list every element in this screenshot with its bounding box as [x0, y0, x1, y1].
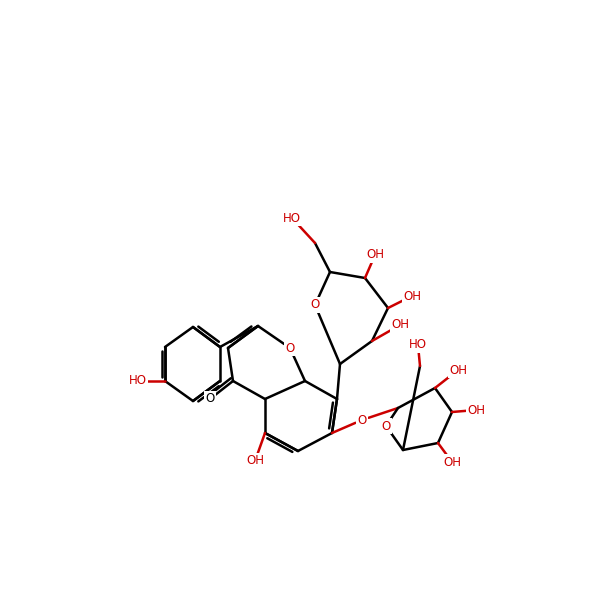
- Text: OH: OH: [246, 455, 264, 467]
- Text: HO: HO: [283, 211, 301, 224]
- Text: OH: OH: [443, 455, 461, 469]
- Text: OH: OH: [467, 403, 485, 416]
- Text: O: O: [382, 419, 391, 433]
- Text: HO: HO: [129, 374, 147, 388]
- Text: OH: OH: [391, 319, 409, 331]
- Text: HO: HO: [409, 338, 427, 352]
- Text: OH: OH: [366, 248, 384, 262]
- Text: O: O: [205, 392, 215, 406]
- Text: OH: OH: [449, 364, 467, 377]
- Text: O: O: [286, 341, 295, 355]
- Text: OH: OH: [403, 289, 421, 302]
- Text: O: O: [358, 413, 367, 427]
- Text: O: O: [310, 298, 320, 311]
